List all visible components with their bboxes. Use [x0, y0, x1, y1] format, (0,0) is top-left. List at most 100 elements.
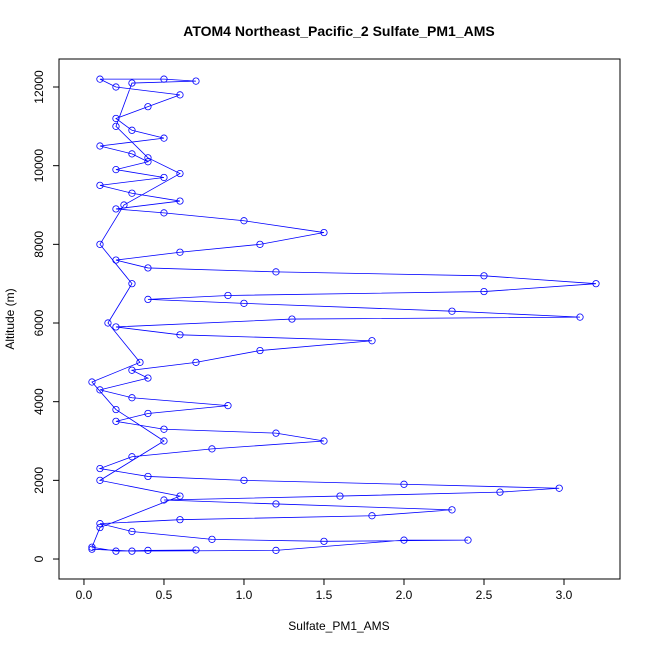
- y-axis-label: Altitude (m): [3, 288, 17, 349]
- x-tick-label: 0.0: [76, 588, 93, 602]
- data-point: [480, 272, 488, 280]
- data-point: [96, 476, 104, 484]
- data-point: [112, 122, 120, 130]
- data-point: [88, 543, 96, 551]
- x-tick-label: 2.5: [476, 588, 493, 602]
- data-point: [240, 476, 248, 484]
- y-tick-label: 12000: [32, 70, 46, 104]
- data-point: [208, 535, 216, 543]
- data-point: [128, 79, 136, 87]
- data-point: [192, 358, 200, 366]
- data-point: [256, 346, 264, 355]
- data-point: [272, 268, 280, 276]
- data-point: [320, 437, 328, 445]
- data-point: [96, 181, 104, 189]
- data-point: [96, 240, 104, 248]
- x-tick-label: 3.0: [556, 588, 573, 602]
- data-point: [272, 546, 280, 554]
- data-point: [336, 492, 344, 500]
- data-point: [112, 323, 120, 331]
- data-point: [112, 256, 120, 264]
- data-point: [176, 248, 184, 256]
- data-point: [112, 205, 120, 213]
- data-point: [96, 523, 104, 532]
- data-point: [128, 366, 136, 374]
- data-point: [136, 358, 144, 366]
- data-point: [320, 228, 328, 237]
- data-point: [144, 374, 152, 382]
- chart-title: ATOM4 Northeast_Pacific_2 Sulfate_PM1_AM…: [183, 23, 494, 39]
- data-point: [448, 307, 456, 315]
- x-tick-label: 1.5: [316, 588, 333, 602]
- data-point: [272, 500, 280, 508]
- data-point: [160, 75, 168, 83]
- data-point: [224, 291, 232, 300]
- y-tick-label: 0: [32, 555, 46, 562]
- data-point: [192, 77, 200, 85]
- data-point: [176, 492, 184, 500]
- data-point: [128, 150, 136, 158]
- data-point: [400, 480, 408, 488]
- data-point: [144, 295, 152, 304]
- data-point: [368, 512, 376, 520]
- data-point: [88, 545, 96, 553]
- y-tick-label: 10000: [32, 149, 46, 183]
- data-point: [128, 527, 136, 536]
- data-point: [176, 516, 184, 524]
- data-point: [112, 547, 120, 555]
- data-point: [240, 299, 248, 307]
- data-point: [128, 394, 136, 402]
- data-point: [160, 173, 168, 182]
- data-point: [176, 197, 184, 205]
- data-point: [176, 91, 184, 99]
- y-tick-label: 4000: [32, 388, 46, 415]
- data-point: [192, 546, 200, 554]
- data-point: [96, 386, 104, 394]
- data-point: [288, 315, 296, 323]
- x-tick-label: 2.0: [396, 588, 413, 602]
- series-line: [91, 78, 597, 552]
- data-point: [112, 114, 120, 123]
- y-tick-label: 8000: [32, 231, 46, 258]
- x-tick-label: 1.0: [236, 588, 253, 602]
- data-point: [448, 506, 456, 514]
- data-point: [496, 488, 504, 496]
- data-point: [160, 425, 168, 433]
- data-point: [128, 280, 136, 288]
- y-tick-label: 2000: [32, 467, 46, 494]
- data-point: [160, 496, 168, 504]
- y-tick-label: 6000: [32, 309, 46, 336]
- data-point: [96, 142, 104, 150]
- data-point: [160, 437, 168, 445]
- data-point: [144, 158, 152, 166]
- data-point: [240, 217, 248, 225]
- data-point: [256, 240, 264, 248]
- data-point: [112, 166, 120, 174]
- x-axis-label: Sulfate_PM1_AMS: [288, 619, 389, 633]
- data-point: [320, 537, 328, 545]
- data-point: [96, 464, 104, 473]
- data-point: [400, 536, 408, 544]
- data-point: [144, 264, 152, 272]
- data-point: [592, 280, 600, 288]
- x-tick-label: 0.5: [156, 588, 173, 602]
- data-point: [160, 209, 168, 217]
- data-point: [128, 453, 136, 461]
- data-point: [555, 484, 563, 492]
- data-point: [104, 319, 112, 327]
- data-point: [128, 189, 136, 197]
- data-point: [176, 169, 184, 178]
- data-point: [368, 337, 376, 345]
- data-point: [96, 75, 104, 83]
- data-point: [120, 201, 128, 209]
- data-point: [576, 313, 584, 321]
- data-point: [480, 287, 488, 296]
- data-point: [96, 520, 104, 528]
- data-point: [112, 83, 120, 91]
- data-point: [160, 134, 168, 142]
- data-point: [88, 378, 96, 386]
- data-point: [224, 402, 232, 410]
- data-point: [144, 103, 152, 111]
